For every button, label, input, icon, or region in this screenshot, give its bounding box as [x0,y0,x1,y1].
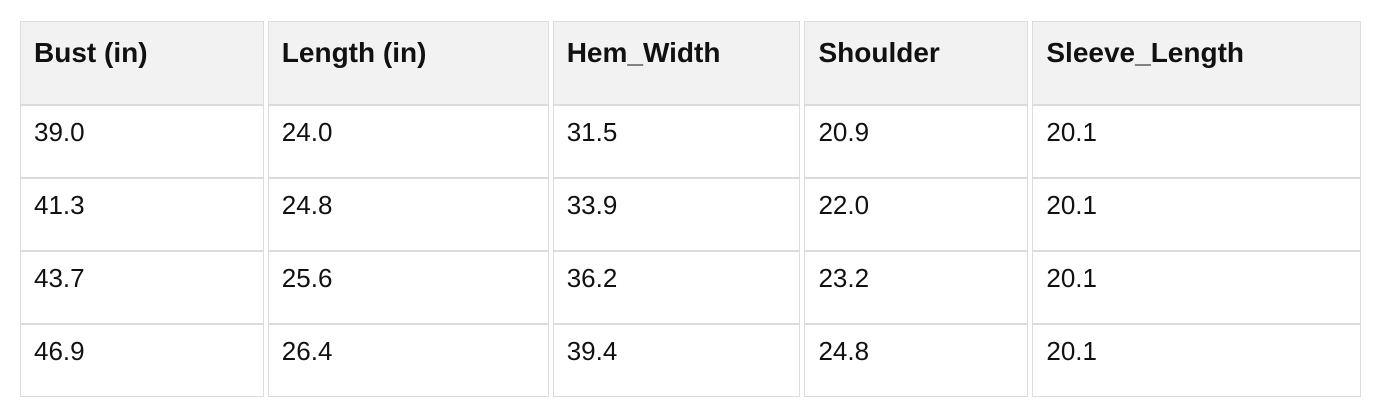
column-header-length: Length (in) [267,21,549,105]
table-cell: 43.7 [20,251,264,324]
table-row: 39.0 24.0 31.5 20.9 20.1 [20,105,1361,178]
table-cell: 31.5 [552,105,801,178]
table-row: 43.7 25.6 36.2 23.2 20.1 [20,251,1361,324]
table-cell: 20.1 [1032,324,1361,397]
size-chart-table: Bust (in) Length (in) Hem_Width Shoulder… [16,21,1365,397]
column-header-shoulder: Shoulder [804,21,1029,105]
table-cell: 39.4 [552,324,801,397]
table-cell: 20.1 [1032,105,1361,178]
table-cell: 33.9 [552,178,801,251]
table-cell: 24.8 [267,178,549,251]
table-cell: 24.8 [804,324,1029,397]
header-row: Bust (in) Length (in) Hem_Width Shoulder… [20,21,1361,105]
table-row: 41.3 24.8 33.9 22.0 20.1 [20,178,1361,251]
column-header-sleeve-length: Sleeve_Length [1032,21,1361,105]
table-cell: 46.9 [20,324,264,397]
table-header: Bust (in) Length (in) Hem_Width Shoulder… [20,21,1361,105]
column-header-bust: Bust (in) [20,21,264,105]
table-cell: 20.1 [1032,178,1361,251]
table-body: 39.0 24.0 31.5 20.9 20.1 41.3 24.8 33.9 … [20,105,1361,397]
table-cell: 41.3 [20,178,264,251]
table-cell: 20.9 [804,105,1029,178]
table-row: 46.9 26.4 39.4 24.8 20.1 [20,324,1361,397]
table-cell: 36.2 [552,251,801,324]
page: { "chart_data": { "type": "table", "colu… [16,21,1365,397]
table-cell: 20.1 [1032,251,1361,324]
table-cell: 24.0 [267,105,549,178]
table-cell: 25.6 [267,251,549,324]
table-cell: 23.2 [804,251,1029,324]
column-header-hem-width: Hem_Width [552,21,801,105]
table-cell: 39.0 [20,105,264,178]
table-cell: 22.0 [804,178,1029,251]
table-cell: 26.4 [267,324,549,397]
